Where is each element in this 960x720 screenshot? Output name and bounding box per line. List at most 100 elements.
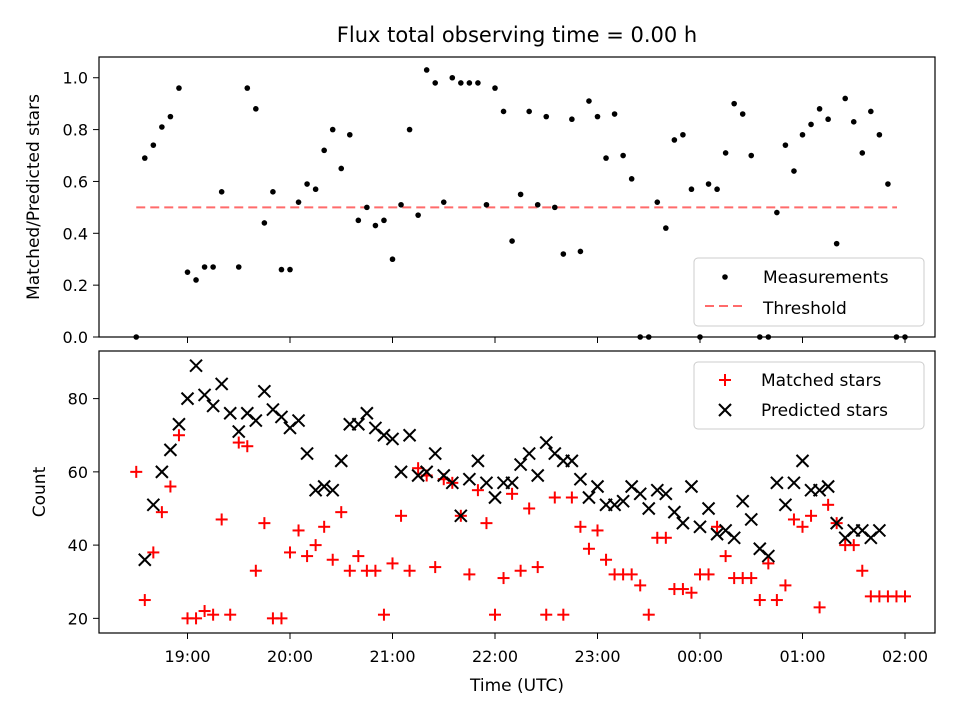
- x-tick-label: 02:00: [882, 647, 928, 666]
- matched-star-point: [164, 480, 177, 493]
- predicted-star-point: [334, 454, 348, 468]
- measurement-point: [765, 334, 772, 340]
- measurement-point: [782, 142, 789, 148]
- matched-star-point: [787, 513, 800, 526]
- matched-star-point: [138, 594, 151, 607]
- measurement-point: [799, 131, 806, 138]
- top-y-axis-label: Matched/Predicted stars: [24, 94, 44, 300]
- measurement-point: [671, 137, 678, 143]
- matched-star-point: [275, 612, 288, 625]
- measurement-point: [577, 248, 584, 255]
- top-panel: 0.0 0.2 0.4 0.6 0.8 1.0 Matched/Predicted sta…: [24, 56, 936, 347]
- measurement-point: [338, 165, 345, 172]
- matched-star-point: [352, 550, 365, 563]
- measurement-point: [449, 74, 456, 81]
- measurement-points: [133, 67, 908, 340]
- top-y-axis: 0.0 0.2 0.4 0.6 0.8 1.0: [63, 69, 99, 347]
- measurement-point: [150, 142, 157, 148]
- measurement-point: [475, 80, 481, 86]
- matched-star-point: [856, 564, 869, 577]
- measurement-point: [295, 199, 302, 205]
- measurement-point: [312, 186, 319, 193]
- x-tick-label: 20:00: [267, 647, 313, 666]
- predicted-star-point: [684, 479, 699, 494]
- top-y-tick-label: 0.4: [63, 224, 88, 243]
- legend-predicted-label: Predicted stars: [761, 401, 888, 421]
- measurement-point: [381, 217, 387, 224]
- bottom-legend: Matched stars Predicted stars: [693, 361, 925, 430]
- matched-star-point: [676, 583, 689, 596]
- predicted-star-point: [471, 454, 485, 468]
- matched-star-point: [719, 550, 732, 563]
- measurement-point: [244, 85, 251, 91]
- matched-star-point: [130, 465, 143, 478]
- predicted-star-point: [650, 483, 664, 497]
- measurement-point: [287, 266, 293, 273]
- predicted-star-point: [531, 468, 545, 483]
- matched-star-point: [702, 568, 715, 581]
- predicted-star-point: [505, 476, 519, 490]
- predicted-star-point: [607, 498, 622, 512]
- predicted-star-point: [163, 443, 178, 457]
- matched-star-point: [642, 608, 655, 621]
- matched-star-point: [574, 520, 587, 533]
- matched-star-point: [847, 539, 860, 552]
- bottom-y-tick-label: 20: [68, 609, 88, 628]
- measurement-point: [141, 155, 148, 161]
- predicted-star-point: [565, 454, 579, 468]
- measurement-point: [569, 116, 575, 123]
- top-y-tick-label: 0.2: [63, 276, 88, 295]
- matched-star-point: [480, 517, 493, 530]
- predicted-star-point: [829, 516, 844, 530]
- predicted-star-points: [138, 358, 887, 567]
- predicted-star-point: [419, 465, 434, 479]
- top-y-tick-label: 0.6: [63, 172, 88, 191]
- measurement-point: [218, 189, 225, 195]
- matched-star-point: [471, 484, 484, 497]
- measurement-point: [628, 176, 635, 182]
- predicted-star-point: [701, 501, 716, 516]
- measurement-point: [637, 334, 644, 340]
- legend-measurements-marker: [722, 274, 728, 280]
- matched-star-point: [258, 517, 271, 530]
- matched-star-point: [591, 524, 604, 537]
- measurement-point: [346, 131, 353, 138]
- matched-star-point: [215, 513, 228, 526]
- matched-star-point: [224, 608, 237, 621]
- predicted-star-point: [795, 454, 810, 468]
- predicted-star-point: [736, 494, 750, 508]
- measurement-point: [466, 80, 473, 86]
- matched-star-point: [335, 506, 348, 519]
- measurement-point: [159, 124, 165, 130]
- measurement-point: [842, 95, 849, 102]
- measurement-point: [440, 199, 447, 205]
- matched-star-point: [514, 564, 527, 577]
- measurement-point: [184, 269, 191, 275]
- measurement-point: [432, 80, 439, 86]
- matched-star-point: [548, 491, 561, 504]
- matched-star-point: [386, 557, 399, 570]
- legend-cross: [718, 403, 732, 417]
- predicted-star-point: [360, 406, 374, 420]
- measurement-point: [278, 266, 285, 273]
- bottom-legend-box: [693, 361, 925, 430]
- matched-star-point: [762, 557, 775, 570]
- measurement-point: [654, 199, 661, 205]
- predicted-star-point: [206, 399, 220, 413]
- measurement-point: [321, 147, 327, 154]
- predicted-star-point: [778, 498, 793, 512]
- predicted-star-point: [573, 472, 588, 486]
- measurement-point: [850, 119, 857, 125]
- measurement-point: [543, 113, 550, 120]
- measurement-point: [868, 108, 874, 115]
- predicted-star-point: [479, 476, 494, 490]
- bottom-y-tick-label: 40: [68, 536, 88, 555]
- x-tick-label: 22:00: [472, 647, 518, 666]
- predicted-star-point: [180, 391, 195, 406]
- legend-threshold-label: Threshold: [762, 299, 847, 319]
- matched-star-point: [155, 506, 168, 519]
- matched-star-point: [395, 509, 408, 522]
- measurement-point: [261, 220, 268, 226]
- predicted-star-point: [291, 413, 306, 428]
- top-y-tick-label: 0.0: [63, 328, 88, 347]
